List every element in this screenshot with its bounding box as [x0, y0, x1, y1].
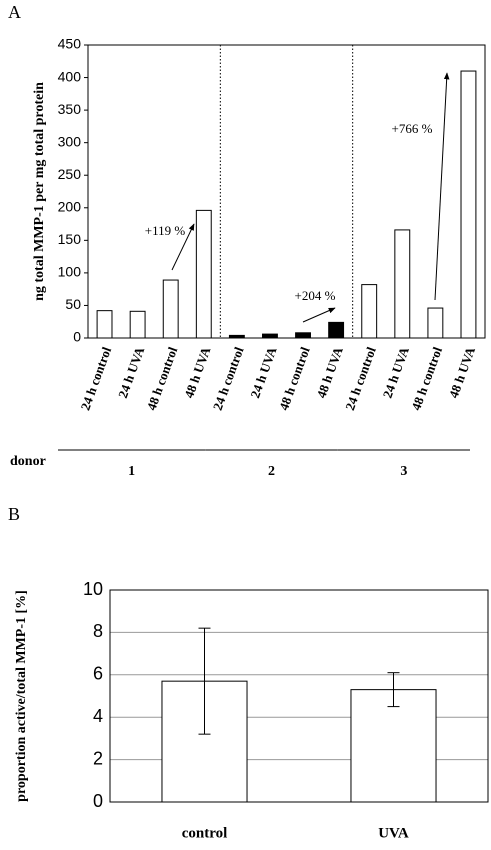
x-tick-label: 24 h control	[210, 345, 247, 413]
y-tick-label: 300	[58, 133, 82, 149]
x-tick-label: 48 h UVA	[446, 344, 479, 400]
x-tick-label: 24 h UVA	[247, 344, 280, 400]
bar	[427, 307, 444, 339]
plot-frame	[87, 44, 486, 339]
annotation: +119 %	[145, 223, 186, 238]
x-tick-label: 48 h control	[408, 345, 445, 413]
bar	[394, 229, 411, 339]
x-tick-label: 48 h UVA	[313, 344, 346, 400]
bar	[195, 209, 212, 339]
y-tick-label: 100	[58, 264, 82, 280]
bar	[350, 689, 437, 803]
y-tick-label: 0	[93, 791, 103, 811]
bar	[295, 332, 311, 339]
y-tick-label: 250	[58, 166, 82, 182]
y-tick-label: 150	[58, 231, 82, 247]
y-axis-label: proportion active/total MMP-1 [%]	[14, 590, 29, 802]
bar	[162, 279, 179, 339]
annotation-arrow	[434, 72, 450, 301]
x-tick-label: control	[182, 825, 228, 841]
y-tick-label: 4	[93, 706, 103, 726]
bar	[129, 310, 146, 339]
bar	[262, 333, 278, 339]
error-bar	[198, 627, 211, 735]
x-tick-label: 24 h UVA	[380, 344, 413, 400]
x-tick-label: 24 h control	[77, 345, 114, 413]
annotation-arrow	[302, 307, 336, 323]
x-tick-label: 24 h UVA	[115, 344, 148, 400]
y-tick-label: 6	[93, 664, 103, 684]
y-tick-label: 10	[83, 579, 103, 599]
group-label: 1	[128, 464, 135, 479]
y-tick-label: 0	[73, 329, 81, 345]
plot-frame	[109, 589, 489, 803]
y-tick-label: 8	[93, 621, 103, 641]
annotation-arrow	[171, 223, 195, 271]
y-tick-label: 350	[58, 101, 82, 117]
y-tick-label: 200	[58, 198, 82, 214]
panel-label: A	[8, 2, 21, 22]
bar	[361, 284, 378, 339]
annotation: +204 %	[295, 288, 336, 303]
x-tick-label: 24 h control	[342, 345, 379, 413]
bar	[328, 321, 345, 339]
x-tick-label: 48 h control	[276, 345, 313, 413]
group-label: 2	[268, 464, 275, 479]
y-tick-label: 50	[65, 296, 81, 312]
y-tick-label: 400	[58, 68, 82, 84]
error-bar	[387, 672, 400, 708]
y-axis-label: ng total MMP-1 per mg total protein	[32, 82, 47, 301]
bar	[228, 334, 245, 339]
x-tick-label: UVA	[378, 825, 409, 841]
group-label: 3	[400, 464, 407, 479]
bar	[460, 70, 477, 339]
y-tick-label: 450	[58, 36, 82, 52]
x-tick-label: 48 h UVA	[181, 344, 214, 400]
y-tick-label: 2	[93, 748, 103, 768]
bar	[96, 310, 113, 339]
annotation: +766 %	[392, 121, 433, 136]
x-tick-label: 48 h control	[144, 345, 181, 413]
group-title: donor	[10, 454, 46, 469]
panel-label: B	[8, 504, 20, 524]
